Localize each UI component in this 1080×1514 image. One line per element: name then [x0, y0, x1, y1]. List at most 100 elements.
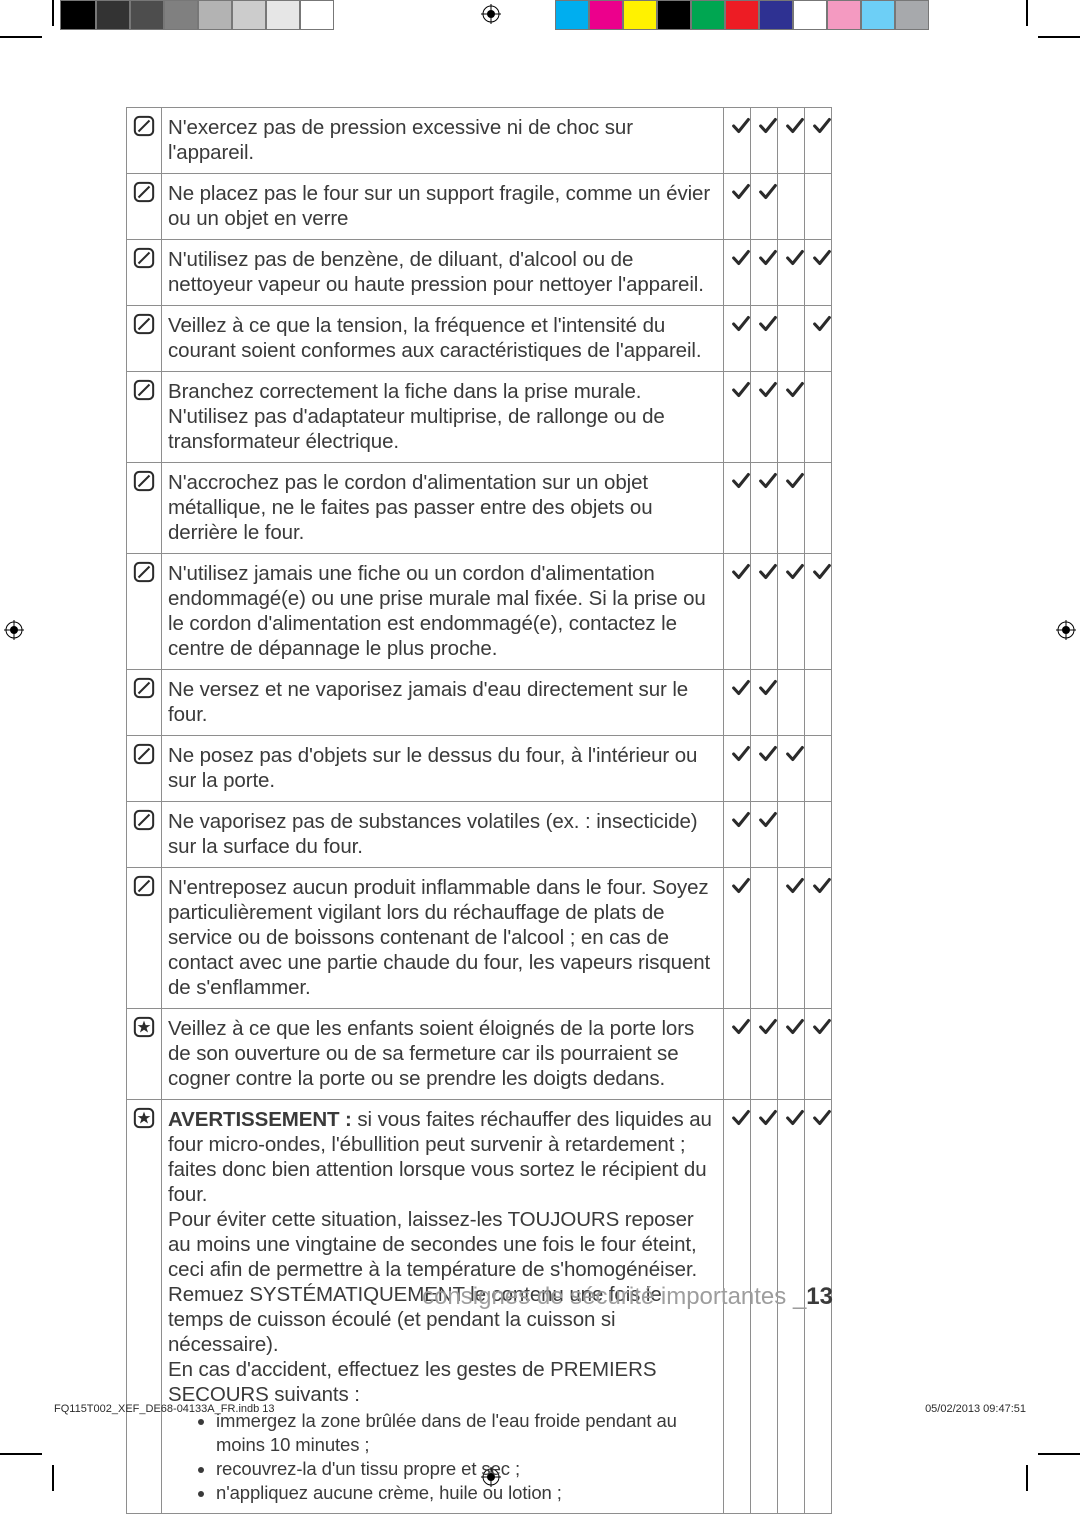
table-row: Veillez à ce que les enfants soient éloi… — [127, 1009, 832, 1100]
prohibit-icon-cell — [127, 108, 162, 174]
applies-check — [724, 174, 751, 240]
table-row: N'utilisez jamais une fiche ou un cordon… — [127, 554, 832, 670]
star-icon — [133, 1016, 155, 1038]
warning-label: AVERTISSEMENT : — [168, 1108, 352, 1131]
prohibit-icon — [133, 313, 155, 335]
check-icon — [784, 743, 806, 765]
applies-check — [805, 554, 832, 670]
table-row: N'exercez pas de pression excessive ni d… — [127, 108, 832, 174]
prohibit-icon-cell — [127, 306, 162, 372]
swatch — [130, 0, 164, 30]
applies-check — [724, 736, 751, 802]
page-number: 13 — [806, 1283, 833, 1310]
file-stamp: FQ115T002_XEF_DE68-04133A_FR.indb 13 — [54, 1403, 275, 1415]
registration-mark-icon — [481, 4, 501, 24]
check-icon — [811, 247, 833, 269]
star-icon-cell — [127, 1100, 162, 1514]
crop-mark — [1038, 36, 1080, 38]
star-icon-cell — [127, 1009, 162, 1100]
instruction-text: Ne posez pas d'objets sur le dessus du f… — [162, 736, 724, 802]
check-icon — [811, 115, 833, 137]
swatch — [60, 0, 96, 30]
check-icon — [730, 181, 752, 203]
instruction-text: Ne vaporisez pas de substances volatiles… — [162, 802, 724, 868]
instruction-text: N'entreposez aucun produit inflammable d… — [162, 868, 724, 1009]
instruction-text: N'accrochez pas le cordon d'alimentation… — [162, 463, 724, 554]
applies-check — [751, 306, 778, 372]
applies-check — [751, 736, 778, 802]
registration-mark-icon — [1056, 620, 1076, 640]
swatch — [623, 0, 657, 30]
check-icon — [730, 313, 752, 335]
table-row: N'accrochez pas le cordon d'alimentation… — [127, 463, 832, 554]
prohibit-icon — [133, 561, 155, 583]
applies-check — [724, 306, 751, 372]
prohibit-icon-cell — [127, 868, 162, 1009]
check-icon — [757, 561, 779, 583]
swatch — [555, 0, 589, 30]
check-icon — [757, 809, 779, 831]
swatch — [96, 0, 130, 30]
applies-check — [805, 463, 832, 554]
applies-check — [778, 868, 805, 1009]
prohibit-icon — [133, 181, 155, 203]
check-icon — [730, 875, 752, 897]
applies-check — [805, 1009, 832, 1100]
applies-check — [724, 1009, 751, 1100]
list-item: recouvrez-la d'un tissu propre et sec ; — [216, 1457, 717, 1481]
swatch — [266, 0, 300, 30]
applies-check — [778, 240, 805, 306]
prohibit-icon — [133, 115, 155, 137]
check-icon — [784, 875, 806, 897]
check-icon — [757, 181, 779, 203]
applies-check — [751, 240, 778, 306]
prohibit-icon-cell — [127, 372, 162, 463]
swatch — [861, 0, 895, 30]
applies-check — [751, 463, 778, 554]
swatch — [895, 0, 929, 30]
applies-check — [751, 372, 778, 463]
applies-check — [751, 108, 778, 174]
swatch — [827, 0, 861, 30]
instruction-text: Ne versez et ne vaporisez jamais d'eau d… — [162, 670, 724, 736]
prohibit-icon — [133, 247, 155, 269]
instruction-text: N'exercez pas de pression excessive ni d… — [162, 108, 724, 174]
check-icon — [757, 115, 779, 137]
check-icon — [811, 1107, 833, 1129]
check-icon — [757, 743, 779, 765]
applies-check — [805, 802, 832, 868]
instruction-text: Branchez correctement la fiche dans la p… — [162, 372, 724, 463]
applies-check — [751, 174, 778, 240]
prohibit-icon-cell — [127, 802, 162, 868]
crop-mark — [52, 1465, 54, 1491]
swatch — [725, 0, 759, 30]
applies-check — [778, 554, 805, 670]
prohibit-icon-cell — [127, 240, 162, 306]
check-icon — [730, 561, 752, 583]
prohibit-icon — [133, 677, 155, 699]
check-icon — [784, 561, 806, 583]
prohibit-icon — [133, 470, 155, 492]
applies-check — [751, 554, 778, 670]
swatch — [691, 0, 725, 30]
applies-check — [778, 108, 805, 174]
check-icon — [784, 470, 806, 492]
grayscale-swatch-bar — [60, 0, 334, 30]
crop-mark — [1026, 0, 1028, 26]
applies-check — [778, 463, 805, 554]
instruction-text: Veillez à ce que les enfants soient éloi… — [162, 1009, 724, 1100]
check-icon — [784, 115, 806, 137]
crop-mark — [52, 0, 54, 26]
check-icon — [730, 1107, 752, 1129]
applies-check — [724, 554, 751, 670]
applies-check — [724, 802, 751, 868]
prohibit-icon-cell — [127, 554, 162, 670]
crop-mark — [1038, 1453, 1080, 1455]
prohibit-icon-cell — [127, 736, 162, 802]
check-icon — [811, 313, 833, 335]
section-label: consignes de sécurité importantes _ — [422, 1283, 806, 1310]
applies-check — [805, 174, 832, 240]
swatch — [589, 0, 623, 30]
instruction-text: N'utilisez pas de benzène, de diluant, d… — [162, 240, 724, 306]
check-icon — [730, 247, 752, 269]
